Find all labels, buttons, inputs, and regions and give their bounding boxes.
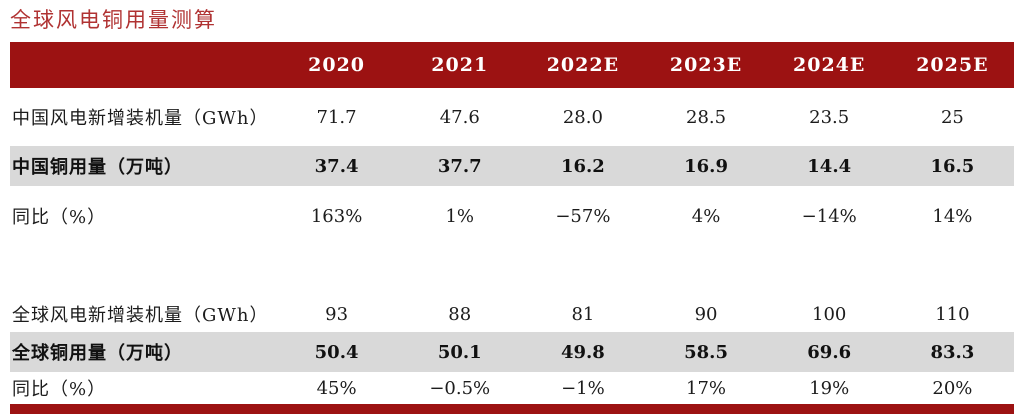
value-cell: 49.8: [521, 332, 645, 372]
value-cell: 20%: [932, 377, 973, 399]
value-cell: −0.5%: [429, 377, 491, 399]
value-cell: [891, 238, 1014, 286]
row-label: 中国铜用量（万吨）: [10, 146, 275, 186]
table-row: 同比（%） 163% 1% −57% 4% −14% 14%: [10, 186, 1014, 238]
table-header-row: 2020 2021 2022E 2023E 2024E 2025E: [10, 42, 1014, 88]
value-cell: 71.7: [316, 106, 357, 128]
row-label: 同比（%）: [12, 207, 107, 228]
value-cell: 16.9: [644, 146, 768, 186]
value-cell: 110: [935, 303, 970, 325]
column-header: 2024E: [767, 42, 891, 88]
value-cell: 88: [448, 303, 472, 325]
value-cell: 25: [940, 106, 964, 128]
value-cell: 90: [694, 303, 718, 325]
value-cell: 83.3: [890, 332, 1014, 372]
value-cell: [275, 238, 398, 286]
value-cell: 93: [325, 303, 349, 325]
value-cell: 45%: [316, 377, 357, 399]
table-row: 中国铜用量（万吨） 37.4 37.7 16.2 16.9 14.4 16.5: [10, 146, 1014, 186]
value-cell: 19%: [809, 377, 850, 399]
value-cell: 100: [812, 303, 847, 325]
row-label: 同比（%）: [12, 379, 107, 400]
value-cell: −14%: [801, 205, 857, 227]
table-spacer-row: [10, 238, 1014, 286]
value-cell: 16.5: [890, 146, 1014, 186]
value-cell: 28.5: [686, 106, 727, 128]
row-label: 全球铜用量（万吨）: [10, 332, 275, 372]
header-empty-cell: [10, 42, 275, 88]
value-cell: 14.4: [767, 146, 891, 186]
column-header: 2022E: [521, 42, 645, 88]
data-table: 2020 2021 2022E 2023E 2024E 2025E 中国风电新增…: [10, 42, 1014, 404]
value-cell: 28.0: [562, 106, 603, 128]
value-cell: 14%: [932, 205, 973, 227]
table-row: 全球风电新增装机量（GWh） 93 88 81 90 100 110: [10, 286, 1014, 332]
table-bottom-border: [10, 404, 1014, 414]
value-cell: −1%: [561, 377, 605, 399]
value-cell: 37.7: [398, 146, 522, 186]
row-label: [10, 238, 275, 286]
value-cell: [521, 238, 644, 286]
column-header: 2023E: [644, 42, 768, 88]
value-cell: 1%: [445, 205, 475, 227]
value-cell: 58.5: [644, 332, 768, 372]
column-header: 2020: [275, 42, 399, 88]
value-cell: 16.2: [521, 146, 645, 186]
table-row: 同比（%） 45% −0.5% −1% 17% 19% 20%: [10, 372, 1014, 404]
value-cell: 81: [571, 303, 595, 325]
value-cell: 17%: [686, 377, 727, 399]
value-cell: 69.6: [767, 332, 891, 372]
page-title: 全球风电铜用量测算: [10, 8, 217, 32]
table-row: 中国风电新增装机量（GWh） 71.7 47.6 28.0 28.5 23.5 …: [10, 88, 1014, 146]
row-label: 中国风电新增装机量（GWh）: [12, 108, 269, 129]
value-cell: 4%: [691, 205, 721, 227]
column-header: 2021: [398, 42, 522, 88]
value-cell: 163%: [310, 205, 363, 227]
value-cell: [644, 238, 767, 286]
value-cell: 37.4: [275, 146, 399, 186]
value-cell: −57%: [555, 205, 611, 227]
value-cell: 50.4: [275, 332, 399, 372]
value-cell: [398, 238, 521, 286]
row-label: 全球风电新增装机量（GWh）: [12, 305, 269, 326]
table-row: 全球铜用量（万吨） 50.4 50.1 49.8 58.5 69.6 83.3: [10, 332, 1014, 372]
value-cell: [768, 238, 891, 286]
value-cell: 23.5: [809, 106, 850, 128]
column-header: 2025E: [890, 42, 1014, 88]
value-cell: 47.6: [439, 106, 480, 128]
value-cell: 50.1: [398, 332, 522, 372]
